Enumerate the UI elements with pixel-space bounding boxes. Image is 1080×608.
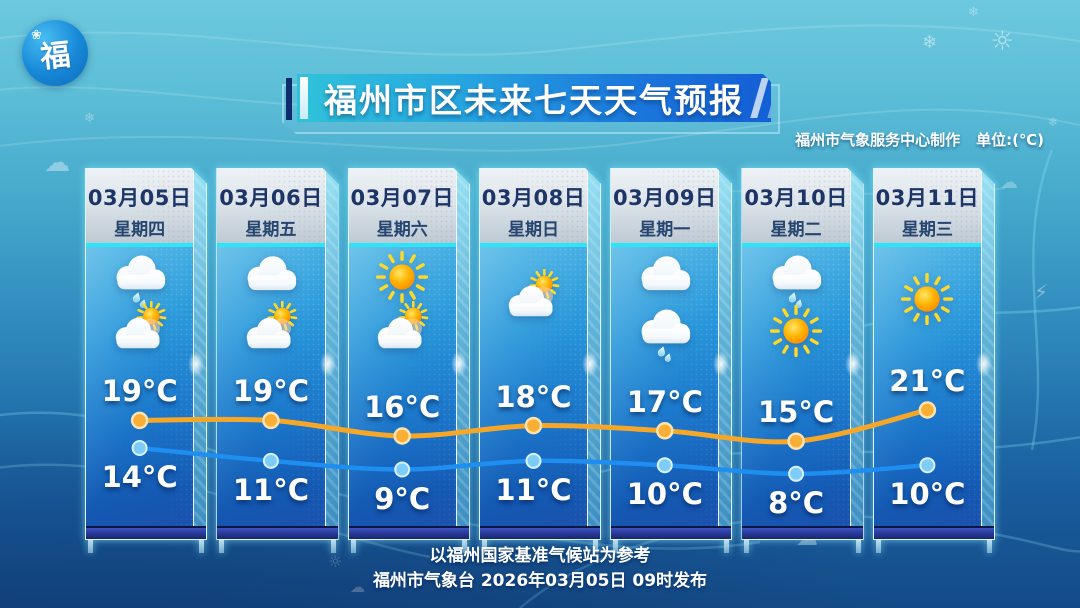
weather-icon-sunny (897, 269, 957, 329)
panel-divider (480, 243, 587, 247)
panel-divider (349, 243, 456, 247)
banner-plate: 福州市区未来七天天气预报 (297, 74, 771, 122)
day-weekday: 星期五 (245, 220, 297, 240)
day-weekday: 星期二 (770, 220, 822, 240)
day-weekday: 星期六 (376, 220, 428, 240)
weather-icon-rain (763, 247, 829, 311)
footer-issued: 福州市气象台 2026年03月05日 09时发布 (372, 571, 708, 591)
day-weekday: 星期日 (507, 220, 559, 240)
panel-base (874, 526, 994, 539)
weather-icon-partly (238, 301, 304, 357)
credit-line: 福州市气象服务中心制作 单位:(℃) (795, 129, 1044, 150)
panel-body (611, 247, 718, 526)
day-panel: 03月05日 星期四 (85, 168, 207, 553)
weather-icon-partly (369, 301, 435, 357)
footer: 以福州国家基准气候站为参考 福州市气象台 2026年03月05日 09时发布 (0, 544, 1080, 594)
day-date: 03月08日 (481, 186, 586, 210)
panel-header: 03月10日 星期二 (742, 169, 849, 243)
panel-side-face (325, 169, 338, 526)
weather-icon-rain (107, 247, 173, 311)
day-panel: 03月11日 星期三 (873, 168, 995, 553)
panel-face: 03月05日 星期四 (85, 168, 207, 540)
panel-body (217, 247, 324, 526)
day-panel: 03月09日 星期一 (610, 168, 732, 553)
panel-body (349, 247, 456, 526)
panel-header: 03月08日 星期日 (480, 169, 587, 243)
page-title: 福州市区未来七天天气预报 (324, 81, 744, 120)
panel-base (217, 526, 337, 539)
day-date: 03月09日 (613, 186, 717, 210)
day-panel: 03月06日 星期五 (216, 168, 338, 553)
panel-base (742, 526, 862, 539)
panel-header: 03月09日 星期一 (611, 169, 718, 243)
panel-divider (611, 243, 718, 247)
panel-face: 03月07日 星期六 (348, 168, 470, 540)
footer-reference: 以福州国家基准气候站为参考 (429, 546, 651, 566)
panel-divider (742, 243, 849, 247)
logo-glyph: 福 (38, 37, 73, 76)
panel-base (86, 526, 206, 539)
panel-divider (217, 243, 324, 247)
day-panel: 03月07日 星期六 (348, 168, 470, 553)
day-panel: 03月10日 星期二 (741, 168, 863, 553)
day-weekday: 星期四 (114, 220, 166, 240)
panel-side-face (587, 169, 600, 526)
panel-header: 03月06日 星期五 (217, 169, 324, 243)
panel-header: 03月05日 星期四 (86, 169, 193, 243)
panel-face: 03月08日 星期日 (479, 168, 601, 540)
panel-face: 03月09日 星期一 (610, 168, 732, 540)
forecast-panels: 03月05日 星期四 03月06日 星期五 03月07日 星期六 (85, 168, 995, 553)
panel-side-face (718, 169, 731, 526)
panel-face: 03月11日 星期三 (873, 168, 995, 540)
day-date: 03月11日 (875, 186, 980, 210)
weather-icon-cloud (238, 247, 304, 295)
panel-side-face (456, 169, 469, 526)
day-date: 03月07日 (350, 186, 454, 210)
panel-divider (86, 243, 193, 247)
panel-side-face (193, 169, 206, 526)
panel-face: 03月06日 星期五 (216, 168, 338, 540)
flower-icon: ❀ (31, 28, 42, 43)
panel-body (86, 247, 193, 526)
panel-side-face (981, 169, 994, 526)
weather-icon-sunny (372, 247, 432, 307)
panel-side-face (850, 169, 863, 526)
day-date: 03月10日 (744, 186, 848, 210)
station-logo: ❀ 福 (22, 20, 88, 86)
slash-accent (750, 78, 768, 118)
panel-face: 03月10日 星期二 (741, 168, 863, 540)
weather-icon-partly (107, 301, 173, 357)
day-panel: 03月08日 星期日 (479, 168, 601, 553)
panel-divider (874, 243, 981, 247)
weather-icon-cloud (632, 247, 698, 295)
day-date: 03月06日 (219, 186, 323, 210)
panel-base (349, 526, 469, 539)
panel-header: 03月11日 星期三 (874, 169, 981, 243)
unit-text: 单位:(℃) (976, 131, 1044, 149)
producer-text: 福州市气象服务中心制作 (795, 131, 961, 149)
panel-header: 03月07日 星期六 (349, 169, 456, 243)
day-date: 03月05日 (87, 186, 192, 210)
weather-icon-rain (632, 301, 698, 365)
day-weekday: 星期三 (901, 220, 953, 240)
weather-icon-sunny (766, 301, 826, 361)
day-weekday: 星期一 (639, 220, 691, 240)
banner-accent-bar (286, 78, 292, 120)
title-banner: 福州市区未来七天天气预报 (280, 70, 788, 134)
panel-base (611, 526, 731, 539)
panel-base (480, 526, 600, 539)
weather-icon-partly (500, 269, 566, 325)
